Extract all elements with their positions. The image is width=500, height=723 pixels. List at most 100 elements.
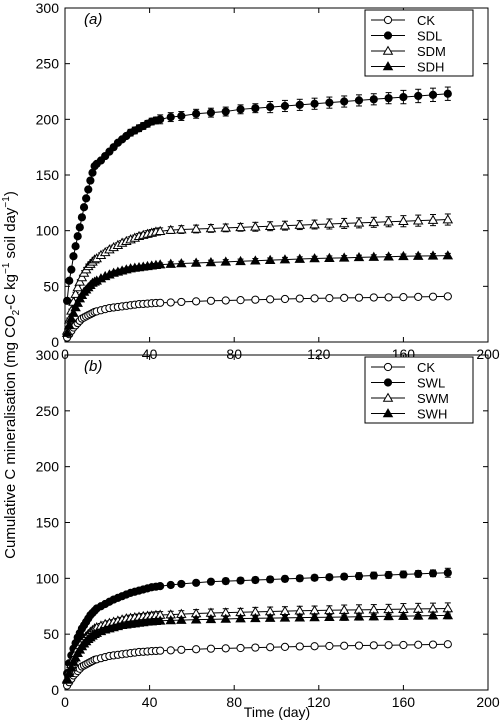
x-tick-label: 120 <box>307 694 331 710</box>
data-point <box>156 115 165 124</box>
data-point <box>427 214 439 224</box>
data-point <box>294 219 306 229</box>
data-point <box>192 109 201 118</box>
data-point <box>443 292 452 301</box>
data-point <box>442 250 454 260</box>
data-point <box>235 255 246 266</box>
data-point <box>427 610 439 620</box>
data-point <box>414 91 423 101</box>
legend-marker <box>383 378 393 387</box>
data-point <box>76 272 88 282</box>
data-point <box>221 296 230 305</box>
legend-entry: SWH <box>371 407 447 422</box>
data-point <box>264 220 276 231</box>
data-point <box>294 612 306 622</box>
data-point <box>310 573 319 582</box>
data-point <box>310 642 319 651</box>
data-point <box>399 570 408 579</box>
data-point <box>236 643 245 653</box>
data-point <box>205 256 217 267</box>
data-point <box>384 94 393 103</box>
data-point <box>72 297 83 307</box>
series-sdh <box>61 250 454 337</box>
data-point <box>280 101 290 111</box>
data-point <box>66 313 77 323</box>
data-point <box>156 646 165 655</box>
data-point <box>79 203 89 212</box>
series-ck <box>63 292 452 342</box>
data-point <box>325 573 334 582</box>
data-point <box>250 255 261 265</box>
data-point <box>427 250 439 260</box>
data-point <box>354 96 364 105</box>
data-point <box>236 105 245 114</box>
data-point <box>309 253 320 263</box>
data-point <box>165 224 177 234</box>
data-point <box>75 223 84 232</box>
series-swh <box>61 609 454 684</box>
legend-entry: SDL <box>371 29 442 44</box>
legend-entry: SWM <box>371 391 449 406</box>
data-point <box>280 642 290 651</box>
data-point <box>264 254 276 264</box>
data-point <box>63 667 75 678</box>
data-point <box>340 97 349 106</box>
data-point <box>77 213 87 222</box>
data-point <box>68 307 79 317</box>
y-tick-label: 50 <box>43 626 59 642</box>
data-point <box>280 294 290 304</box>
data-point <box>206 577 216 586</box>
data-point <box>340 641 349 650</box>
data-point <box>398 610 409 620</box>
legend-marker <box>382 45 394 55</box>
data-point <box>412 250 424 260</box>
data-point <box>221 107 230 116</box>
x-tick-label: 200 <box>476 346 500 362</box>
y-axis-label: Cumulative C mineralisation (mg CO2-C kg… <box>1 191 22 559</box>
series-line <box>66 219 448 331</box>
data-point <box>325 641 334 651</box>
legend-marker <box>383 362 393 372</box>
data-point <box>398 215 409 226</box>
data-point <box>69 252 78 261</box>
y-tick-label: 100 <box>36 570 60 586</box>
data-point <box>166 646 175 655</box>
data-point <box>165 615 177 625</box>
data-point <box>61 674 73 684</box>
data-point <box>154 615 166 625</box>
legend-label: SDM <box>417 44 446 59</box>
data-point <box>206 108 216 117</box>
data-point <box>399 92 408 102</box>
data-point <box>325 98 334 107</box>
data-point <box>412 610 424 620</box>
data-point <box>251 295 260 304</box>
y-tick-label: 0 <box>51 334 59 350</box>
data-point <box>369 571 378 580</box>
data-point <box>338 252 350 262</box>
data-point <box>369 95 378 104</box>
data-point <box>383 251 394 261</box>
data-point <box>84 185 93 194</box>
data-point <box>236 576 245 585</box>
data-point <box>192 645 201 654</box>
data-point <box>190 257 202 267</box>
data-point <box>266 295 275 304</box>
data-point <box>353 611 365 621</box>
data-point <box>63 319 75 330</box>
data-point <box>384 293 393 302</box>
data-point <box>310 99 319 108</box>
x-tick-label: 80 <box>226 346 242 362</box>
data-point <box>428 292 438 301</box>
data-point <box>266 643 275 652</box>
data-point <box>353 217 365 227</box>
data-point <box>71 242 80 251</box>
data-point <box>338 218 350 228</box>
data-point <box>295 642 304 651</box>
series-sdm <box>61 213 454 335</box>
y-tick-label: 300 <box>36 0 60 16</box>
data-point <box>205 223 217 233</box>
x-tick-label: 200 <box>476 694 500 710</box>
legend-entry: SWL <box>371 376 445 391</box>
series-swm <box>61 602 454 683</box>
